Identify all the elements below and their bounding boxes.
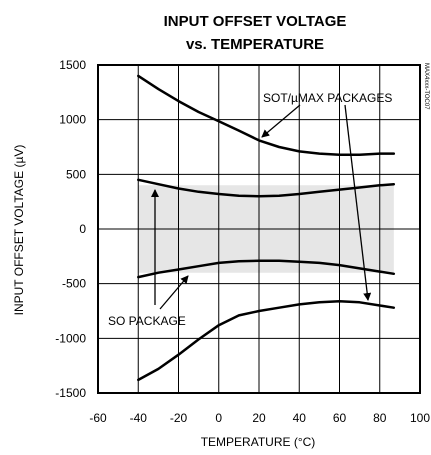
side-note: MAX4xxx-TOC07: [423, 63, 429, 110]
annotation-so-package: SO PACKAGE: [108, 314, 186, 328]
y-tick-label: -1000: [55, 331, 86, 345]
y-axis-label: INPUT OFFSET VOLTAGE (µV): [12, 145, 26, 316]
x-tick-label: 60: [333, 411, 347, 425]
annotation-arrows: [151, 104, 372, 310]
chart-title-line1: INPUT OFFSET VOLTAGE: [164, 13, 347, 30]
y-tick-label: 1500: [59, 58, 86, 72]
plot-frame: [97, 64, 421, 394]
x-tick-label: -40: [130, 411, 148, 425]
x-tick-label: 40: [293, 411, 307, 425]
chart-title-line2: vs. TEMPERATURE: [186, 36, 324, 53]
arrow-so-to-lower-curve: [159, 275, 189, 310]
x-tick-label: 80: [373, 411, 387, 425]
x-tick-label: 0: [215, 411, 222, 425]
y-tick-label: 0: [79, 222, 86, 236]
y-tick-label: -500: [62, 277, 86, 291]
y-tick-label: 500: [66, 167, 86, 181]
series-line-3: [137, 259, 396, 279]
series-line-2: [137, 178, 396, 198]
tick-labels: -60 -40 -20 0 20 40 60 80 100 1500 1000 500 0 -500 -10…: [55, 58, 430, 425]
y-tick-label: 1000: [59, 113, 86, 127]
x-tick-label: 100: [410, 411, 430, 425]
series-line-0: [137, 74, 396, 156]
y-tick-label: -1500: [55, 386, 86, 400]
arrow-sot-to-lower-curve: [344, 104, 372, 301]
x-tick-label: 20: [252, 411, 266, 425]
x-axis-label: TEMPERATURE (°C): [201, 435, 316, 449]
x-tick-label: -20: [170, 411, 188, 425]
annotation-sot-umax: SOT/µMAX PACKAGES: [263, 91, 392, 105]
arrow-sot-to-upper-curve: [261, 104, 301, 138]
grid: [98, 65, 420, 393]
series-lines: [137, 74, 396, 382]
series-line-1: [137, 299, 396, 382]
x-tick-label: -60: [89, 411, 107, 425]
